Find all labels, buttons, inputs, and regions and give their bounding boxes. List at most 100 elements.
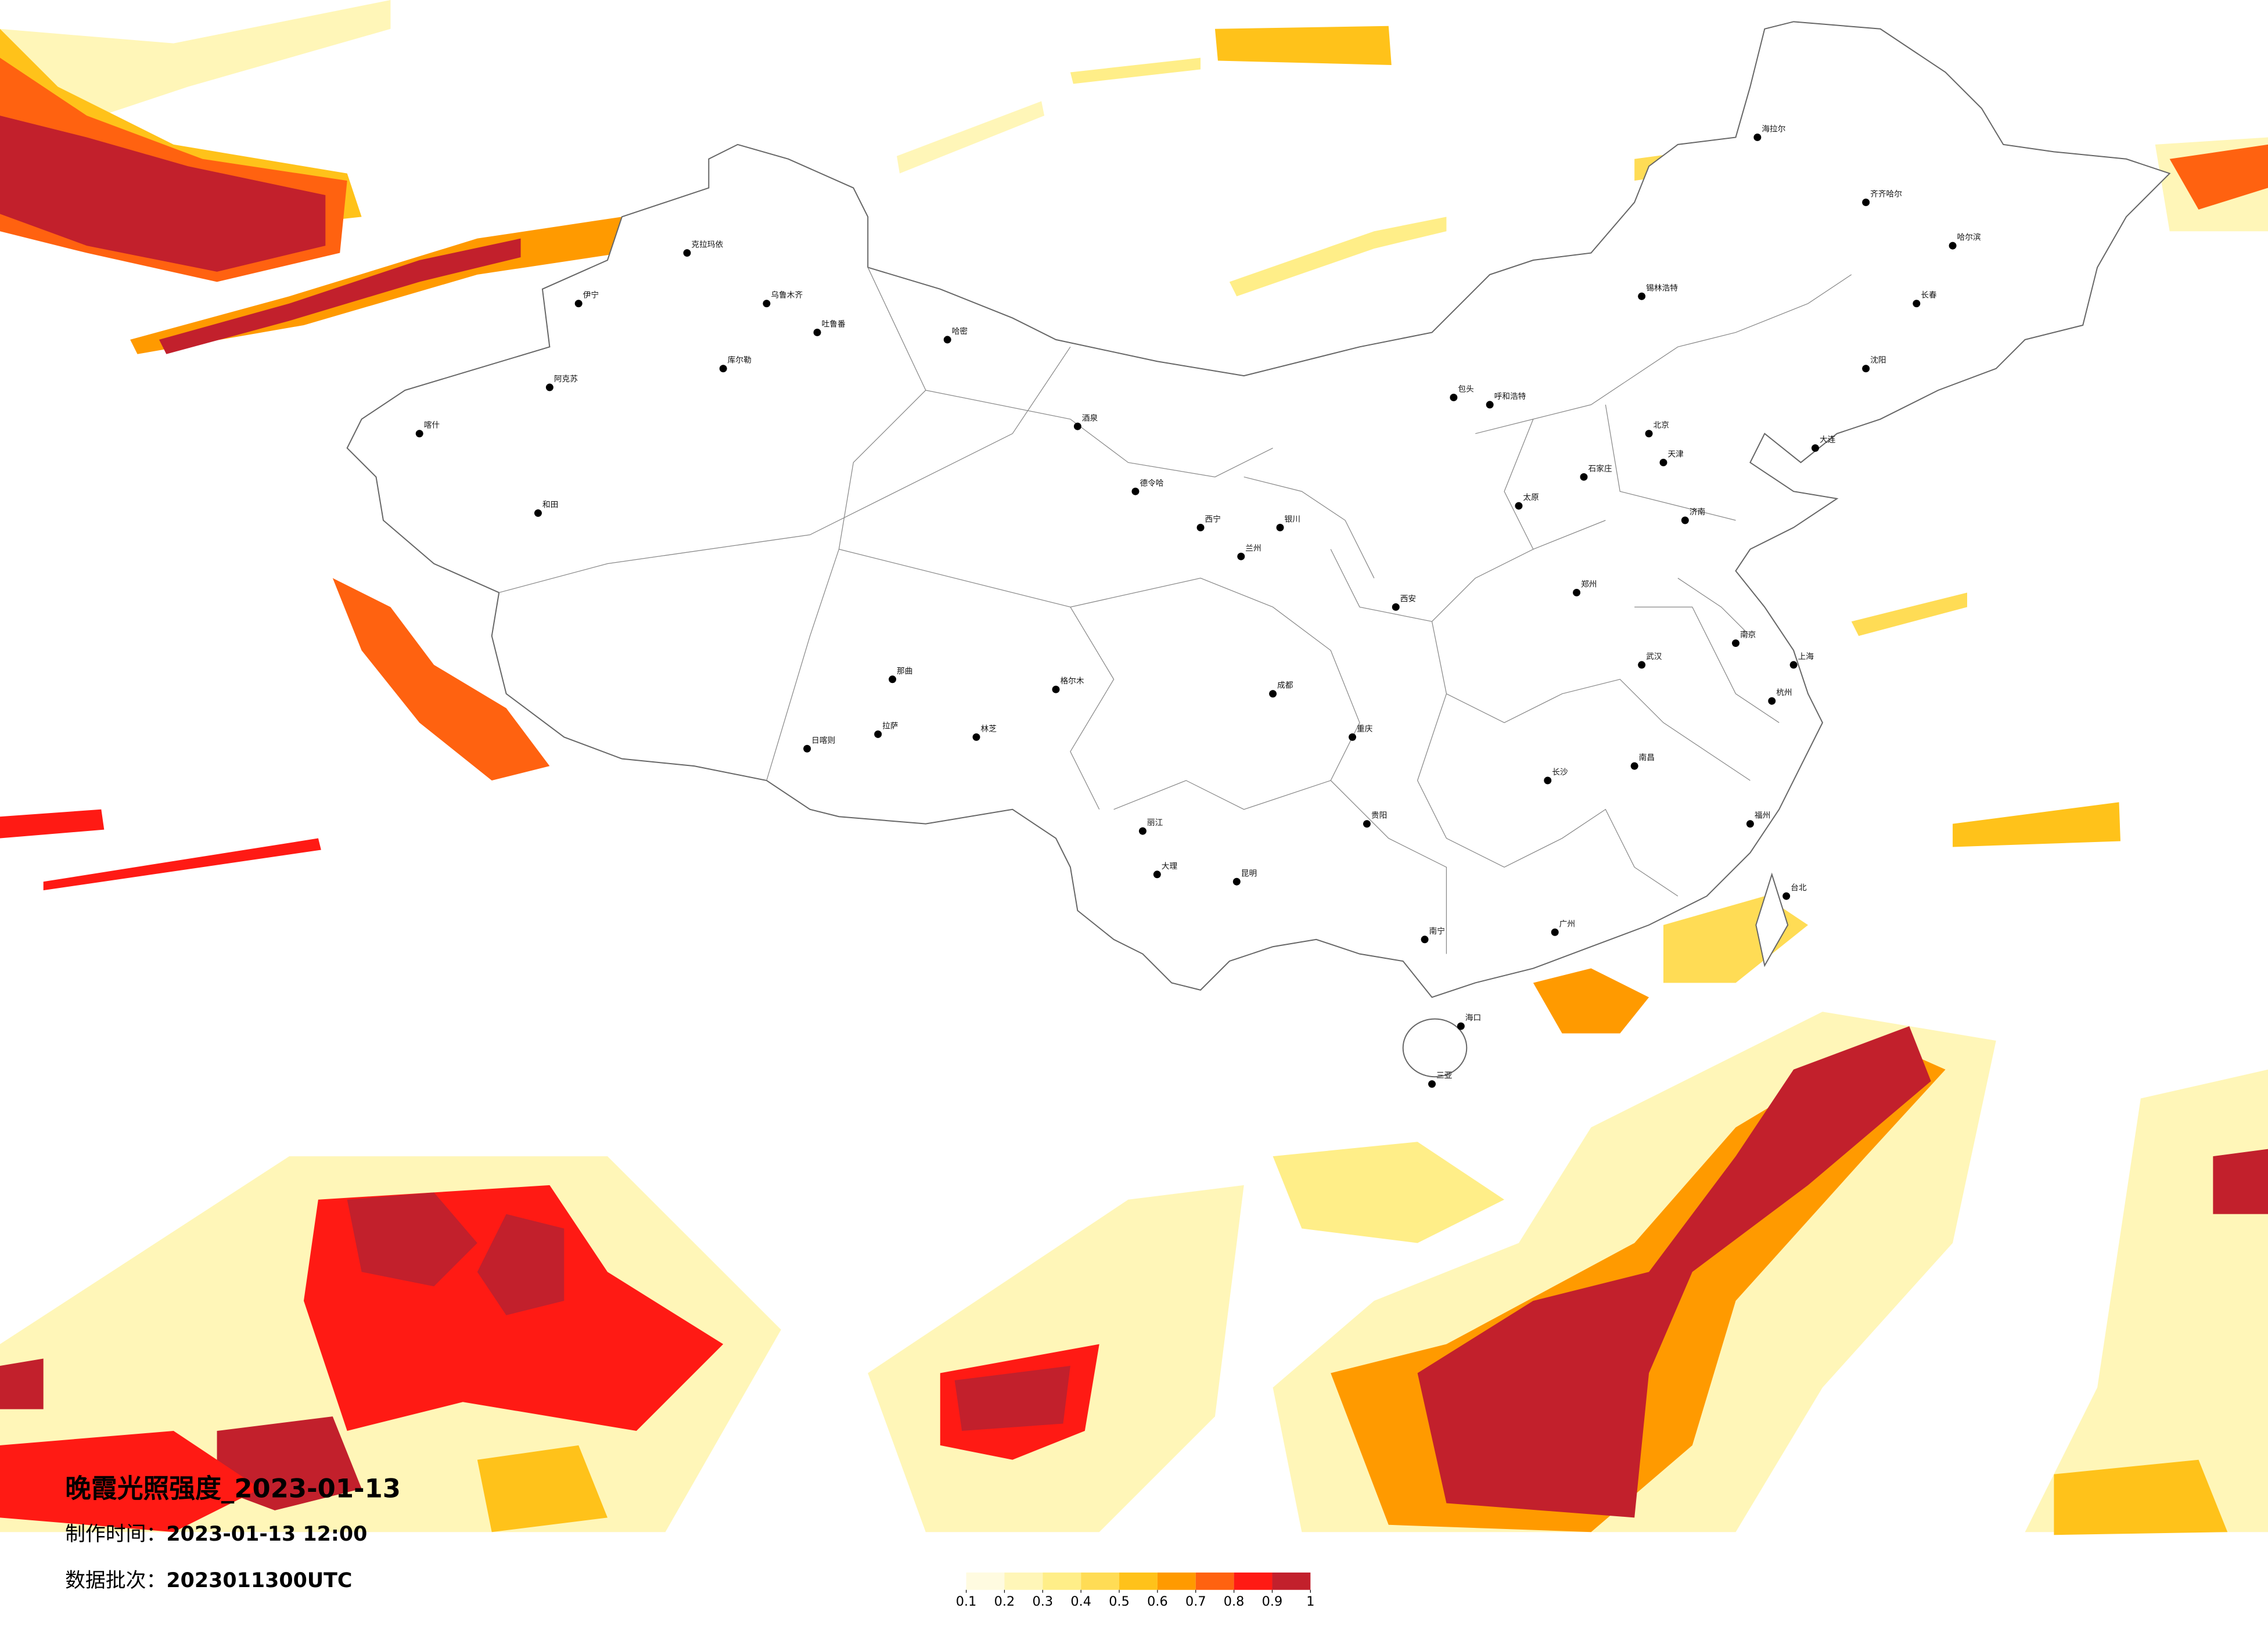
city-dot: [1276, 523, 1284, 531]
intensity-patch: [43, 838, 321, 891]
city-dot: [1073, 422, 1081, 430]
intensity-patch: [0, 1358, 44, 1409]
colorbar-swatch: [1234, 1572, 1273, 1590]
city-label: 西宁: [1205, 514, 1221, 524]
city-label: 西安: [1400, 594, 1416, 603]
city-dot: [574, 300, 583, 308]
production-time: 制作时间：2023-01-13 12:00: [65, 1523, 367, 1546]
city-dot: [1349, 733, 1357, 741]
city-dot: [1573, 588, 1581, 596]
intensity-patch: [477, 1214, 565, 1315]
mainland-border: [346, 21, 2171, 998]
city-dot: [1732, 639, 1739, 647]
city-dot: [1811, 444, 1819, 452]
city-dot: [1681, 516, 1689, 524]
city-label: 酒泉: [1082, 413, 1098, 423]
city-dot: [1269, 690, 1277, 698]
city-label: 三亚: [1436, 1071, 1453, 1081]
city-label: 昆明: [1241, 869, 1257, 878]
colorbar-tick-label: 0.6: [1147, 1594, 1168, 1609]
city-label: 德令哈: [1140, 479, 1163, 488]
taiwan-border: [1755, 872, 1789, 967]
city-label: 日喀则: [811, 736, 835, 745]
city-dot: [1196, 523, 1205, 531]
colorbar-tick-label: 1: [1306, 1594, 1314, 1609]
city-dot: [943, 336, 951, 344]
city-label: 海拉尔: [1762, 124, 1785, 134]
city-label: 哈密: [952, 326, 968, 336]
city-dot: [1746, 820, 1754, 828]
colorbar-tick-label: 0.7: [1185, 1594, 1206, 1609]
colorbar-swatch: [1195, 1572, 1234, 1590]
city-label: 长沙: [1552, 768, 1568, 777]
city-dot: [1638, 661, 1646, 669]
city-dot: [803, 744, 811, 753]
data-batch-label: 数据批次：: [65, 1569, 166, 1592]
colorbar: 0.1 0.2 0.3 0.4 0.5 0.6 0.7 0.8 0.9 1: [956, 1572, 1314, 1609]
city-label: 林芝: [981, 724, 997, 733]
city-label: 呼和浩特: [1494, 392, 1526, 401]
city-label: 贵阳: [1371, 811, 1387, 821]
city-dot: [1486, 401, 1494, 409]
intensity-patch: [1417, 1026, 1931, 1518]
hainan-border: [1402, 1018, 1468, 1078]
city-dot: [1753, 133, 1762, 141]
city-dot: [1782, 892, 1791, 900]
city-dot: [813, 328, 821, 336]
city-dot: [1544, 776, 1552, 785]
city-dot: [1237, 552, 1245, 560]
intensity-patch: [332, 578, 550, 780]
colorbar-tick-label: 0.2: [994, 1594, 1015, 1609]
city-label: 拉萨: [882, 721, 898, 731]
city-label: 长春: [1921, 291, 1937, 300]
city-label: 喀什: [424, 421, 440, 430]
city-label: 广州: [1559, 919, 1575, 929]
city-dot: [1153, 870, 1161, 879]
city-dot: [534, 509, 542, 517]
intensity-patch: [0, 809, 105, 839]
intensity-patch: [1851, 592, 1967, 636]
colorbar-tick-label: 0.4: [1070, 1594, 1091, 1609]
intensity-patch: [1533, 968, 1649, 1034]
intensity-patch: [2169, 144, 2268, 210]
map-title: 晚霞光照强度_2023-01-13: [65, 1473, 401, 1504]
city-dot: [1862, 198, 1870, 206]
city-label: 大理: [1162, 862, 1178, 871]
city-dot: [1789, 661, 1798, 669]
city-label: 和田: [542, 501, 558, 510]
province-lines: [499, 267, 1852, 954]
city-label: 伊宁: [583, 290, 599, 300]
colorbar-tick-label: 0.9: [1262, 1594, 1283, 1609]
city-dot: [1913, 300, 1921, 308]
intensity-patch: [159, 238, 521, 354]
city-dot: [889, 675, 897, 684]
intensity-patch: [2025, 1069, 2268, 1533]
city-dot: [1862, 365, 1870, 373]
city-label: 沈阳: [1870, 356, 1886, 365]
city-label: 上海: [1798, 652, 1814, 661]
city-dot: [1457, 1022, 1465, 1030]
city-label: 丽江: [1147, 818, 1163, 828]
intensity-patch: [1214, 26, 1392, 65]
city-label: 克拉玛依: [691, 240, 723, 250]
city-label: 那曲: [897, 667, 912, 676]
colorbar-swatch: [1272, 1572, 1311, 1590]
city-label: 包头: [1458, 384, 1473, 394]
intensity-patch: [1229, 217, 1447, 297]
intensity-patch: [0, 0, 391, 130]
city-dot: [719, 365, 727, 373]
city-label: 南宁: [1429, 926, 1445, 936]
colorbar-tick-label: 0.5: [1109, 1594, 1130, 1609]
city-dot: [1421, 936, 1429, 944]
city-dot: [1638, 292, 1646, 300]
intensity-patch: [1953, 802, 2120, 847]
intensity-patch: [0, 116, 326, 272]
intensity-patch: [2213, 1149, 2268, 1214]
city-label: 锡林浩特: [1646, 283, 1678, 293]
city-dot: [1551, 928, 1559, 936]
intensity-patch: [954, 1366, 1070, 1431]
city-dot: [1131, 487, 1140, 495]
city-label: 兰州: [1245, 544, 1261, 553]
intensity-patch: [477, 1445, 608, 1533]
